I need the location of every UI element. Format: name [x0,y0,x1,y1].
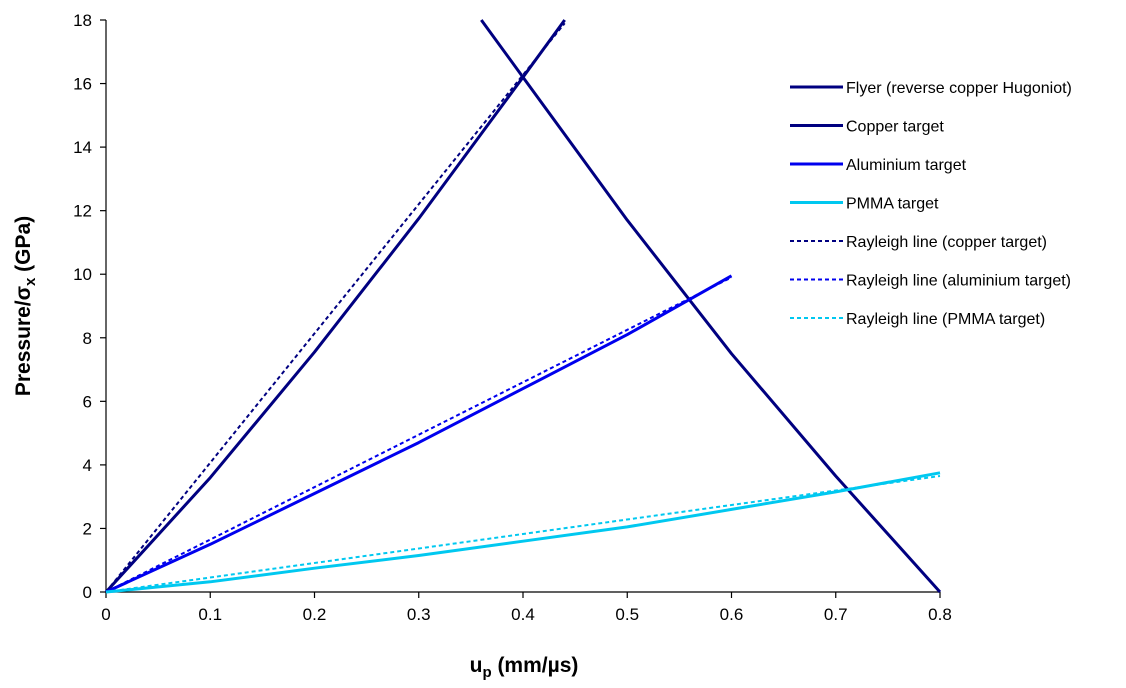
y-tick-label: 2 [83,519,92,538]
series-layer [104,19,942,594]
x-tick-label: 0 [101,605,110,624]
x-tick-label: 0.1 [198,605,222,624]
legend-label: Aluminium target [846,157,967,174]
x-tick-label: 0.6 [720,605,744,624]
legend-label: Flyer (reverse copper Hugoniot) [846,80,1072,97]
y-tick-label: 8 [83,329,92,348]
y-tick-label: 4 [83,456,92,475]
series-line-6 [105,475,941,593]
legend-label: Rayleigh line (PMMA target) [846,311,1045,328]
y-tick-label: 6 [83,392,92,411]
y-tick-label: 18 [73,11,92,30]
x-tick-label: 0.3 [407,605,431,624]
series-line-0 [480,19,942,594]
y-tick-label: 0 [83,583,92,602]
y-tick-label: 10 [73,265,92,284]
series-line-5 [105,276,732,593]
y-axis-title-pre: Pressure/σ [12,286,35,396]
legend-label: Rayleigh line (copper target) [846,234,1047,251]
x-axis-title: up (mm/µs) [470,654,579,681]
series-line-4 [105,22,566,593]
y-tick-label: 14 [73,138,92,157]
axes [105,20,940,593]
y-axis-title-post: (GPa) [12,216,35,278]
legend: Flyer (reverse copper Hugoniot) Copper ta… [790,80,1072,328]
x-tick-label: 0.2 [303,605,327,624]
series-line-3 [105,471,941,594]
y-axis-title: Pressure/σx (GPa) [12,216,39,396]
x-axis-title-rest: (mm/µs) [492,654,579,677]
y-tick-label: 16 [73,75,92,94]
legend-label: PMMA target [846,196,939,213]
x-tick-label: 0.7 [824,605,848,624]
x-axis-title-main: u [470,654,483,677]
series-line-2 [105,274,733,594]
x-tick-label: 0.8 [928,605,952,624]
y-axis-title-sub: x [22,277,39,286]
series-line-1 [104,19,566,594]
legend-label: Rayleigh line (aluminium target) [846,273,1071,290]
legend-label: Copper target [846,119,944,136]
y-tick-label: 12 [73,202,92,221]
ticks: 0 2 4 6 8 10 12 14 16 18 0 0.1 0.2 0.3 0.4 0.5 0.6 0.7 0.8 [73,11,952,624]
x-tick-label: 0.5 [615,605,639,624]
x-tick-label: 0.4 [511,605,535,624]
x-axis-title-sub: p [482,664,491,681]
